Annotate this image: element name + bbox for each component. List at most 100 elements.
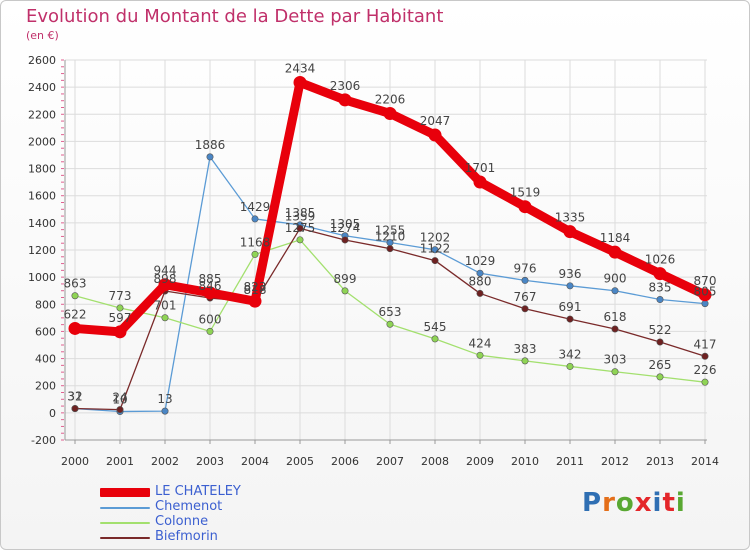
logo-letter: P [582,488,603,518]
data-point-biefmorin [566,315,574,323]
data-label-colonne: 600 [199,312,222,326]
data-point-colonne [701,378,709,386]
data-point-le-chateley [473,175,487,189]
data-label-le-chateley: 597 [109,311,132,325]
data-point-colonne [566,362,574,370]
data-point-le-chateley [338,93,352,107]
data-label-biefmorin: 898 [154,272,177,286]
data-label-colonne: 383 [514,342,537,356]
data-label-le-chateley: 823 [244,280,267,294]
data-label-biefmorin: 767 [514,290,537,304]
data-point-chemenot [701,300,709,308]
data-label-le-chateley: 2306 [330,79,361,93]
data-point-le-chateley [698,288,712,302]
y-tick-label: 0 [49,407,56,420]
data-label-le-chateley: 1026 [645,253,676,267]
data-label-le-chateley: 944 [154,264,177,278]
chart-title: Evolution du Montant de la Dette par Hab… [26,6,444,27]
legend-label-chemenot: Chemenot [155,499,223,514]
data-label-colonne: 773 [109,289,132,303]
data-label-chemenot: 13 [157,392,172,406]
data-point-colonne [521,357,529,365]
data-point-le-chateley [563,225,577,239]
y-tick-label: 600 [35,325,56,338]
data-point-chemenot [521,276,529,284]
data-point-colonne [206,327,214,335]
data-point-colonne [116,304,124,312]
y-tick-label: 2200 [28,108,56,121]
data-point-colonne [161,314,169,322]
data-point-chemenot [566,282,574,290]
data-label-le-chateley: 885 [199,272,222,286]
x-tick-label: 2013 [646,455,674,468]
data-point-le-chateley [203,286,217,300]
data-label-chemenot: 835 [649,281,672,295]
data-label-biefmorin: 417 [694,337,717,351]
data-label-chemenot: 1429 [240,200,271,214]
data-point-chemenot [656,296,664,304]
data-label-chemenot: 10 [112,393,127,407]
data-label-colonne: 1275 [285,221,316,235]
y-tick-label: 1800 [28,163,56,176]
x-tick-label: 2008 [421,455,449,468]
data-point-biefmorin [116,406,124,414]
data-point-colonne [656,373,664,381]
data-point-colonne [386,320,394,328]
data-label-chemenot: 31 [67,390,82,404]
data-point-chemenot [206,153,214,161]
data-point-le-chateley [293,76,307,90]
legend-label-le-chateley: LE CHATELEY [155,484,241,499]
data-label-chemenot: 1202 [420,231,451,245]
y-tick-label: -200 [31,434,56,447]
legend-label-colonne: Colonne [155,514,209,529]
x-tick-label: 2003 [196,455,224,468]
data-point-colonne [296,236,304,244]
data-label-le-chateley: 1519 [510,186,541,200]
x-tick-label: 2012 [601,455,629,468]
data-point-biefmorin [701,352,709,360]
logo-letter: o [615,488,635,518]
data-point-le-chateley [428,128,442,142]
data-point-le-chateley [653,267,667,281]
logo-letter: i [652,488,663,518]
data-label-colonne: 701 [154,299,177,313]
logo-letter: i [675,488,686,518]
data-point-le-chateley [608,245,622,259]
data-point-chemenot [611,287,619,295]
data-label-le-chateley: 1335 [555,211,586,225]
data-label-biefmorin: 1122 [420,242,451,256]
data-label-biefmorin: 618 [604,310,627,324]
data-label-colonne: 226 [694,363,717,377]
data-point-le-chateley [518,200,532,214]
data-label-le-chateley: 1701 [465,161,496,175]
data-label-biefmorin: 522 [649,323,672,337]
data-point-colonne [251,250,259,258]
data-point-biefmorin [656,338,664,346]
data-point-chemenot [251,215,259,223]
data-label-chemenot: 1886 [195,138,226,152]
data-label-chemenot: 1029 [465,254,496,268]
x-tick-label: 2004 [241,455,269,468]
data-label-chemenot: 805 [694,285,717,299]
y-tick-label: 200 [35,380,56,393]
data-label-biefmorin: 691 [559,300,582,314]
x-tick-label: 2002 [151,455,179,468]
legend-swatch-chemenot [100,507,150,509]
data-label-biefmorin: 32 [67,390,82,404]
data-label-chemenot: 1255 [375,224,406,238]
data-point-biefmorin [71,405,79,413]
x-tick-label: 2007 [376,455,404,468]
data-label-colonne: 653 [379,305,402,319]
data-label-le-chateley: 2047 [420,114,451,128]
logo-letter: x [634,488,653,518]
logo-letter: r [602,488,616,518]
data-point-colonne [341,287,349,295]
data-label-biefmorin: 1359 [285,209,316,223]
data-label-chemenot: 900 [604,272,627,286]
data-label-colonne: 342 [559,347,582,361]
data-label-biefmorin: 846 [199,279,222,293]
data-label-biefmorin: 1274 [330,221,361,235]
data-label-colonne: 545 [424,320,447,334]
data-point-le-chateley [113,325,127,339]
data-label-le-chateley: 2434 [285,62,316,76]
